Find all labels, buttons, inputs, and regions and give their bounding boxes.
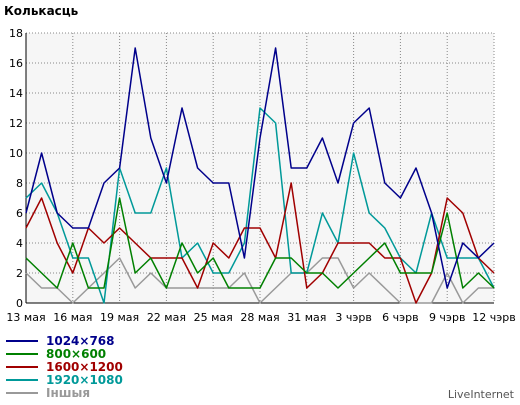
legend-label: Іншыя <box>46 386 90 400</box>
y-tick-label: 10 <box>9 147 23 160</box>
y-tick-label: 12 <box>9 117 23 130</box>
y-tick-label: 8 <box>16 177 23 190</box>
series-line <box>25 47 495 289</box>
y-tick-label: 18 <box>9 27 23 40</box>
y-tick-label: 4 <box>16 237 23 250</box>
plot-area: 0 2 4 6 8 10 12 14 16 18 13 мая 16 мая 19 мая 22 мая 2… <box>6 27 515 324</box>
x-tick-label: 3 чэрв <box>335 311 372 324</box>
y-tick-label: 6 <box>16 207 23 220</box>
x-tick-label: 31 мая <box>287 311 326 324</box>
liveinternet-brand: LiveInternet <box>448 388 515 401</box>
chart-title: Колькасць <box>4 4 79 18</box>
legend-label: 1600×1200 <box>46 360 123 374</box>
x-tick-label: 19 мая <box>100 311 139 324</box>
legend-label: 800×600 <box>46 347 106 361</box>
y-tick-label: 14 <box>9 87 23 100</box>
series-line <box>25 182 495 304</box>
x-tick-label: 16 мая <box>53 311 92 324</box>
x-tick-label: 28 мая <box>240 311 279 324</box>
x-tick-label: 12 чэрв <box>472 311 516 324</box>
x-tick-label: 22 мая <box>147 311 186 324</box>
legend-label: 1920×1080 <box>46 373 123 387</box>
y-tick-label: 16 <box>9 57 23 70</box>
x-tick-label: 6 чэрв <box>382 311 419 324</box>
y-tick-label: 0 <box>16 297 23 310</box>
y-tick-label: 2 <box>16 267 23 280</box>
x-tick-label: 25 мая <box>194 311 233 324</box>
legend-label: 1024×768 <box>46 334 115 348</box>
series-line <box>25 197 495 289</box>
x-tick-label: 9 чэрв <box>429 311 466 324</box>
x-tick-label: 13 мая <box>6 311 45 324</box>
